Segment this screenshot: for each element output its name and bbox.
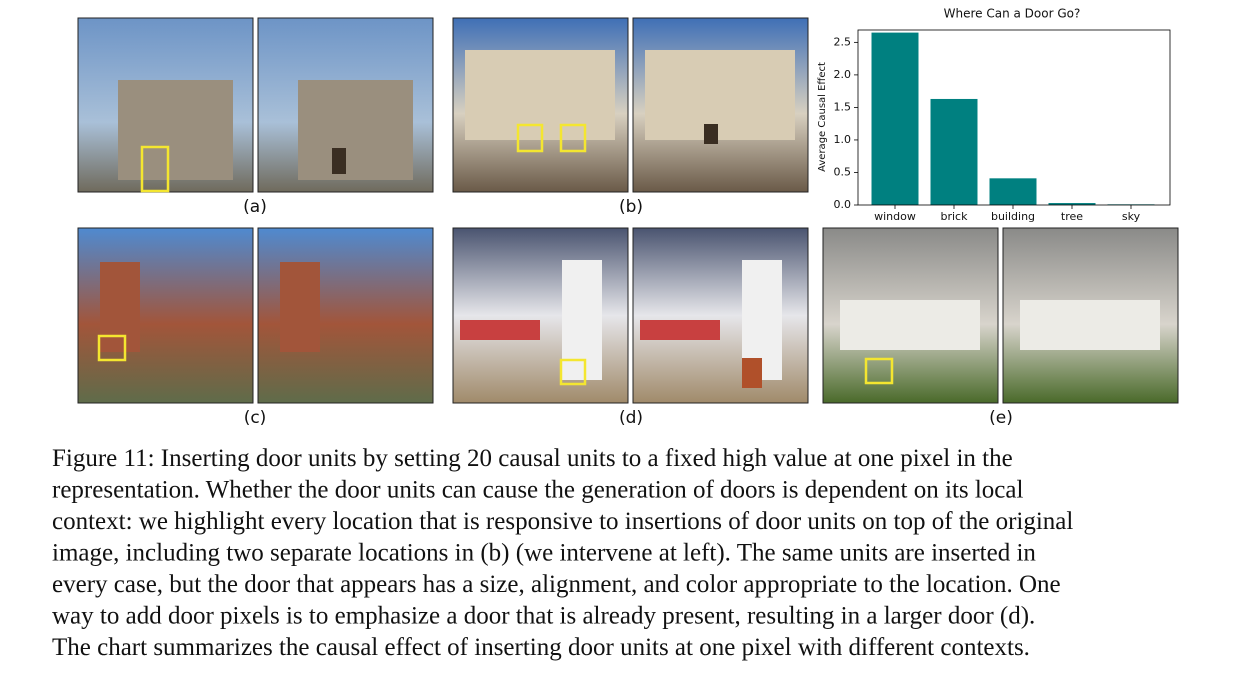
image-c2 — [257, 227, 434, 404]
x-tick-label: brick — [941, 210, 969, 223]
image-d1 — [452, 227, 629, 404]
image-a1 — [77, 17, 254, 193]
y-tick-label: 0.0 — [834, 198, 852, 211]
image-e2 — [1002, 227, 1179, 404]
x-tick-label: window — [874, 210, 916, 223]
plot-frame — [857, 29, 1171, 206]
panel-label: (c) — [244, 408, 267, 428]
panel-label: (e) — [989, 408, 1013, 428]
caption-line: way to add door pixels is to emphasize a… — [52, 603, 1035, 630]
x-tick-label: tree — [1061, 210, 1083, 223]
bar — [989, 178, 1037, 205]
caption-line: image, including two separate locations … — [52, 540, 1036, 567]
x-tick-label: building — [991, 210, 1035, 223]
y-axis-label: Average Causal Effect — [817, 62, 828, 172]
y-tick-label: 1.5 — [834, 100, 852, 113]
y-tick-label: 2.5 — [834, 35, 852, 48]
caption-line: every case, but the door that appears ha… — [52, 571, 1061, 598]
caption-line: representation. Whether the door units c… — [52, 477, 1024, 504]
caption-line: Figure 11: Inserting door units by setti… — [52, 445, 1013, 472]
image-c1 — [77, 227, 254, 404]
bar — [930, 98, 978, 205]
caption-line: The chart summarizes the causal effect o… — [52, 634, 1030, 661]
image-b2 — [632, 17, 809, 193]
panel-label: (b) — [619, 197, 643, 217]
image-b1 — [452, 17, 629, 193]
bar — [871, 32, 919, 205]
image-d2 — [632, 227, 809, 404]
y-tick-label: 2.0 — [834, 68, 852, 81]
image-e1 — [822, 227, 999, 404]
caption-line: context: we highlight every location tha… — [52, 508, 1073, 535]
y-tick-label: 0.5 — [834, 165, 852, 178]
panel-label: (d) — [619, 408, 643, 428]
image-a2 — [257, 17, 434, 193]
caption: Figure 11: Inserting door units by setti… — [52, 445, 1073, 661]
panel-label: (a) — [243, 197, 267, 217]
y-tick-label: 1.0 — [834, 133, 852, 146]
bar — [1048, 203, 1096, 205]
x-tick-label: sky — [1122, 210, 1141, 223]
chart-title: Where Can a Door Go? — [944, 7, 1081, 21]
